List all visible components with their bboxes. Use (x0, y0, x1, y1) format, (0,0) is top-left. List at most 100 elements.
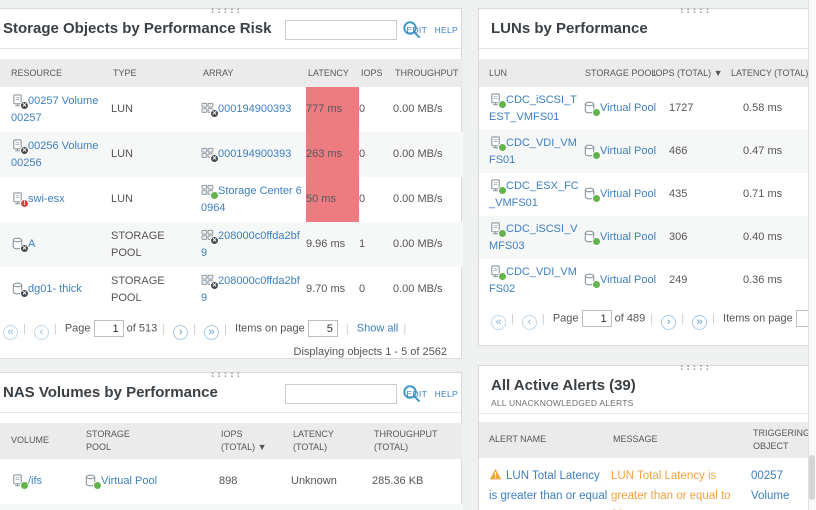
array-link[interactable]: 208000c0ffda2bf9 (201, 230, 300, 259)
show-all-link[interactable]: Show all (356, 322, 399, 335)
resource-link[interactable]: swi-esx (28, 193, 65, 206)
resource-link[interactable]: dg01- thick (28, 283, 82, 296)
column-header-throughput[interactable]: THROUGHPUT (393, 59, 463, 87)
latency-cell: 0.58 ms (743, 102, 783, 115)
last-page-button[interactable]: » (204, 324, 220, 340)
latency-cell: 777 ms (306, 87, 359, 132)
next-page-button[interactable]: › (661, 314, 677, 330)
pool-link[interactable]: Virtual Pool (600, 231, 657, 244)
status-badge (592, 194, 601, 204)
iops-cell: 0 (359, 283, 366, 296)
pool-icon (583, 230, 601, 247)
panel-luns: LUNs by Performance LUN STORAGE POOL IOP… (478, 8, 816, 346)
pool-link[interactable]: Virtual Pool (600, 188, 657, 201)
array-link[interactable]: 000194900393 (218, 103, 292, 116)
page-number-input[interactable] (581, 310, 612, 327)
status-badge: ✕ (20, 289, 29, 299)
throughput-cell: 0.00 MB/s (393, 283, 443, 296)
column-header-type[interactable]: TYPE (111, 59, 201, 87)
page-title: LUNs by Performance (491, 20, 648, 37)
resource-icon: ✕ (11, 237, 29, 254)
help-link[interactable]: HELP (434, 389, 458, 399)
table-row: CDC_iSCSI_VMFS03 Virtual Pool 306 0.40 m… (479, 216, 816, 259)
column-header-array[interactable]: ARRAY (201, 59, 306, 87)
pool-link[interactable]: Virtual Pool (600, 145, 657, 158)
status-badge (592, 151, 601, 161)
type-cell: LUN (111, 148, 134, 161)
pool-link[interactable]: Virtual Pool (600, 274, 657, 287)
last-page-button[interactable]: » (692, 314, 708, 330)
resource-link[interactable]: A (28, 238, 36, 251)
page-count: of 513 (126, 322, 158, 335)
pool-link[interactable]: Virtual Pool (600, 102, 657, 115)
iops-cell: 306 (669, 231, 688, 244)
status-badge (498, 229, 507, 238)
scrollbar-thumb[interactable] (809, 455, 815, 500)
column-header-latency-total[interactable]: LATENCY (TOTAL) (729, 59, 816, 87)
status-badge: ✕ (20, 146, 29, 155)
panel-storage-objects: Storage Objects by Performance Risk EDIT… (0, 8, 463, 359)
array-link[interactable]: 208000c0ffda2bf9 (201, 275, 300, 304)
triggering-object-link[interactable]: 00257 Volume (751, 470, 790, 502)
status-badge (592, 280, 601, 290)
status-badge (498, 272, 507, 281)
prev-page-button[interactable]: ‹ (33, 324, 49, 340)
throughput-cell: 285.36 KB (372, 475, 424, 488)
array-link[interactable]: 000194900393 (218, 148, 292, 161)
column-header-volume[interactable]: VOLUME (0, 423, 84, 459)
next-page-button[interactable]: › (173, 324, 189, 340)
pool-link[interactable]: Virtual Pool (101, 475, 158, 488)
edit-link[interactable]: EDIT (406, 389, 427, 399)
column-header-storage-pool[interactable]: STORAGE POOL (84, 423, 219, 459)
resource-icon: ✕ (11, 282, 29, 299)
column-header-iops-total[interactable]: IOPS (TOTAL) ▼ (651, 59, 729, 87)
lun-link[interactable]: CDC_iSCSI_VMFS03 (489, 223, 578, 252)
lun-link[interactable]: CDC_iSCSI_TEST_VMFS01 (489, 94, 577, 123)
search-input[interactable] (285, 384, 397, 404)
throughput-cell: 0.00 MB/s (393, 238, 443, 251)
table-row: ✕ 00257 Volume 00257 LUN ✕ 000194900393 … (0, 87, 463, 132)
page-number-input[interactable] (93, 320, 124, 337)
edit-link[interactable]: EDIT (406, 25, 427, 35)
items-on-page-label: Items on page (723, 312, 793, 325)
status-badge: ✕ (20, 101, 29, 110)
table-row: CDC_ESX_FC_VMFS01 Virtual Pool 435 0.71 … (479, 173, 816, 216)
resource-link[interactable]: 00257 Volume 00257 (11, 95, 99, 124)
array-link[interactable]: Storage Center 60964 (201, 185, 302, 214)
column-header-storage-pool[interactable]: STORAGE POOL (583, 59, 656, 87)
lun-icon (489, 136, 507, 152)
column-header-iops-total[interactable]: IOPS (TOTAL) ▼ (219, 423, 291, 459)
column-header-latency[interactable]: LATENCY (306, 59, 359, 87)
array-icon: ✕ (201, 147, 219, 164)
status-badge (93, 481, 102, 491)
alert-name-link[interactable]: LUN Total Latency is greater than or equ… (489, 470, 608, 510)
lun-link[interactable]: CDC_VDI_VMFS02 (489, 266, 577, 295)
latency-cell: 0.71 ms (743, 188, 783, 201)
lun-link[interactable]: CDC_VDI_VMFS01 (489, 137, 577, 166)
nas-volumes-table: VOLUME STORAGE POOL IOPS (TOTAL) ▼ LATEN… (0, 423, 463, 510)
table-row: CDC_iSCSI_TEST_VMFS01 Virtual Pool 1727 … (479, 87, 816, 130)
column-header-triggering-object[interactable]: TRIGGERING OBJECT (751, 422, 816, 458)
first-page-button[interactable]: « (3, 324, 18, 340)
table-row: CDC_VDI_VMFS01 Virtual Pool 466 0.47 ms (479, 130, 816, 173)
items-on-page-input[interactable] (307, 320, 338, 337)
storage-objects-table: RESOURCE TYPE ARRAY LATENCY IOPS THROUGH… (0, 59, 463, 312)
column-header-message[interactable]: MESSAGE (611, 422, 751, 458)
help-link[interactable]: HELP (434, 25, 458, 35)
column-header-latency-total[interactable]: LATENCY (TOTAL) (291, 423, 372, 459)
column-header-alert-name[interactable]: ALERT NAME (479, 422, 611, 458)
lun-link[interactable]: CDC_ESX_FC_VMFS01 (489, 180, 579, 209)
column-header-lun[interactable]: LUN (479, 59, 583, 87)
column-header-throughput-total[interactable]: THROUGHPUT (TOTAL) (372, 423, 463, 459)
column-header-iops[interactable]: IOPS (359, 59, 393, 87)
column-header-resource[interactable]: RESOURCE (0, 59, 111, 87)
search-input[interactable] (285, 20, 397, 40)
page-scrollbar[interactable] (808, 0, 816, 510)
first-page-button[interactable]: « (491, 314, 506, 330)
iops-cell: 1727 (669, 102, 694, 115)
prev-page-button[interactable]: ‹ (521, 314, 537, 330)
volume-link[interactable]: /ifs (28, 475, 43, 488)
iops-cell: 0 (359, 148, 366, 161)
resource-link[interactable]: 00256 Volume 00256 (11, 140, 99, 169)
